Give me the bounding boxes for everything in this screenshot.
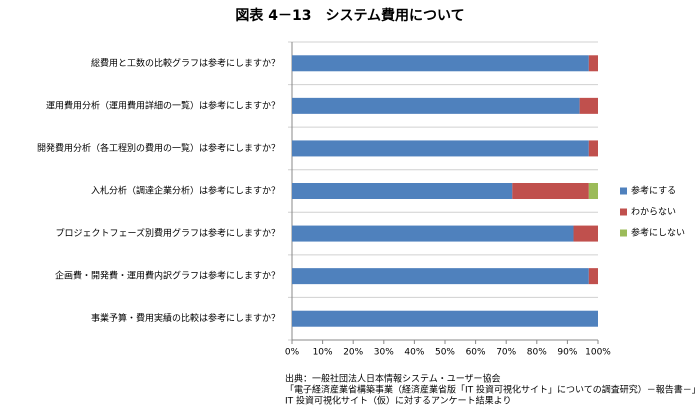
bar-segment: [588, 268, 598, 285]
legend-label: 参考にする: [631, 185, 676, 197]
legend-label: 参考にしない: [631, 227, 685, 239]
x-tick-label: 70%: [496, 348, 516, 358]
legend-label: わからない: [631, 207, 676, 218]
legend-swatch: [620, 187, 627, 195]
x-tick-label: 80%: [527, 348, 547, 358]
y-tick-label: 開発費用分析（各工程別の費用の一覧）は参考にしますか？: [37, 142, 280, 154]
bar-segment: [588, 183, 598, 199]
source: 出典：一般社団法人日本情報システム・ユーザー協会: [285, 373, 501, 385]
bar-segment: [292, 310, 598, 327]
bar-segment: [512, 183, 589, 199]
x-tick-label: 30%: [374, 348, 394, 358]
y-tick-label: 事業予算・費用実績の比較は参考にしますか？: [91, 312, 280, 324]
source: 「電子経済産業省構築事業（経済産業省版「IT 投資可視化サイト」についての調査研…: [285, 384, 700, 396]
bar-segment: [579, 97, 598, 114]
bar-segment: [588, 55, 598, 72]
x-tick-label: 10%: [313, 348, 333, 358]
x-tick-label: 0%: [285, 348, 300, 358]
legend-swatch: [620, 229, 627, 237]
source: IT 投資可視化サイト（仮）に対するアンケート結果より: [285, 395, 511, 407]
x-tick-label: 100%: [585, 348, 611, 358]
x-tick-label: 60%: [466, 348, 486, 358]
y-tick-label: 運用費用分析（運用費用詳細の一覧）は参考にしますか？: [46, 99, 280, 111]
x-tick-label: 90%: [557, 348, 577, 358]
bar-segment: [292, 55, 589, 72]
x-tick-label: 40%: [404, 348, 424, 358]
bar-segment: [573, 225, 598, 242]
chart-title: 図表 4－13 システム費用について: [235, 7, 464, 24]
bar-segment: [292, 140, 589, 157]
y-tick-label: 入札分析（調達企業分析）は参考にしますか？: [91, 185, 280, 197]
bar-segment: [588, 140, 598, 157]
y-tick-label: プロジェクトフェーズ別費用グラフは参考にしますか？: [55, 227, 280, 239]
bar-segment: [292, 183, 513, 199]
x-tick-label: 20%: [343, 348, 363, 358]
bar-segment: [292, 268, 589, 285]
y-tick-label: 企画費・開発費・運用費内訳グラフは参考にしますか？: [55, 270, 280, 282]
bar-segment: [292, 225, 574, 242]
legend-swatch: [620, 208, 627, 216]
bar-segment: [292, 97, 580, 114]
y-tick-label: 総費用と工数の比較グラフは参考にしますか？: [91, 57, 280, 69]
x-tick-label: 50%: [435, 348, 455, 358]
